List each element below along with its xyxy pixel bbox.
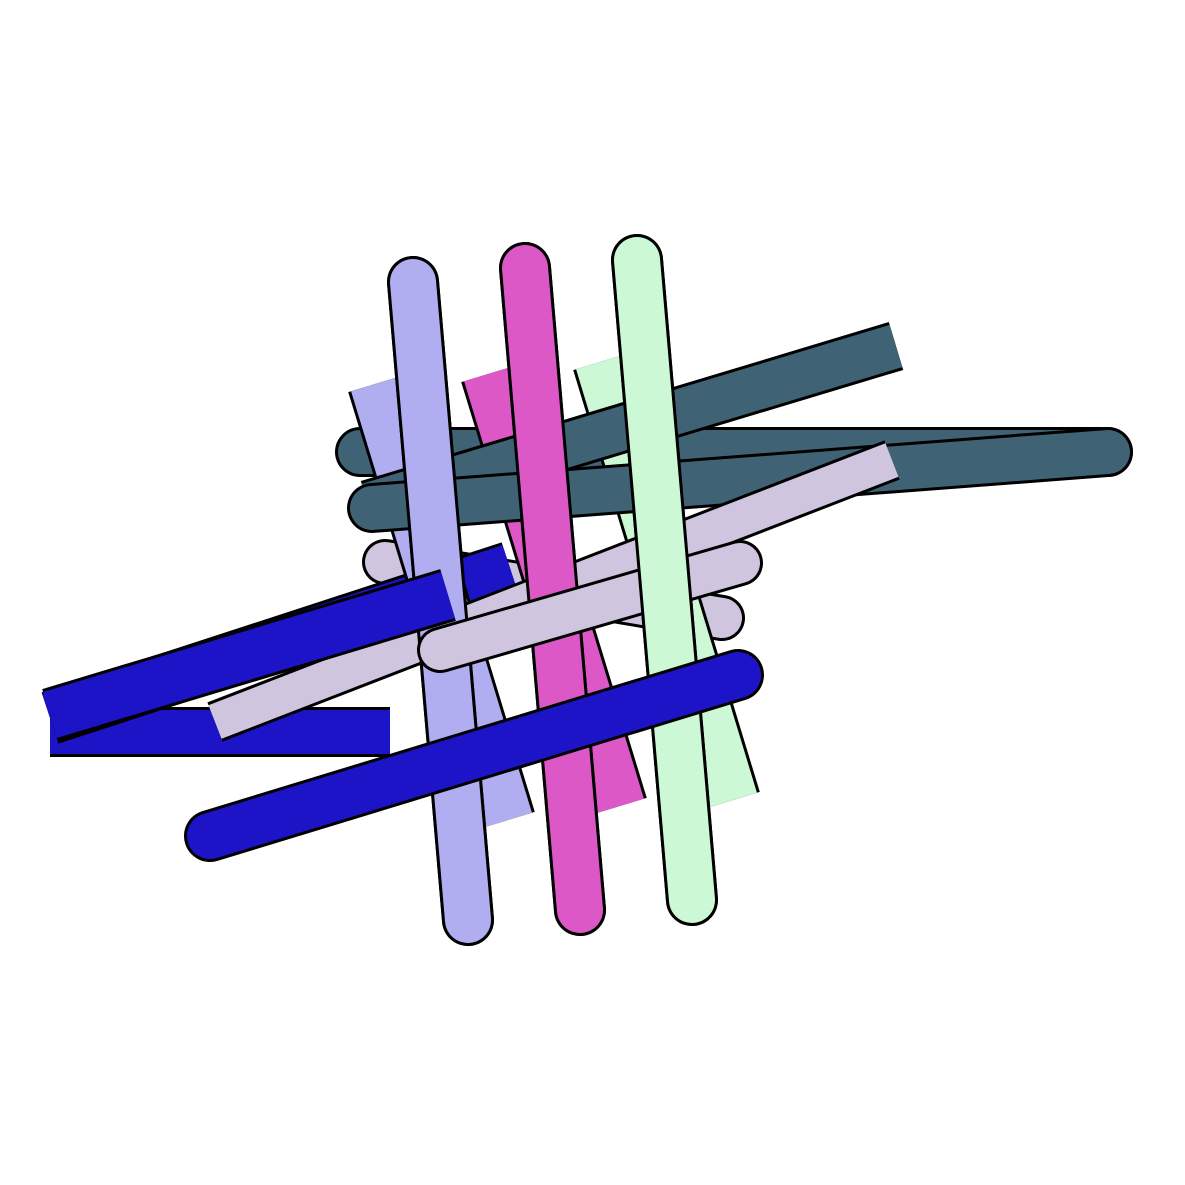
blue-stick-diagonal-front	[43, 572, 455, 738]
sticks-group	[41, 234, 1133, 946]
magenta-stick-rounded-front	[502, 245, 603, 933]
mint-stick-rounded-front	[614, 237, 715, 923]
blue-stick-lower-diagonal	[187, 652, 761, 859]
slate-stick-rounded-diagonal	[350, 430, 1130, 530]
